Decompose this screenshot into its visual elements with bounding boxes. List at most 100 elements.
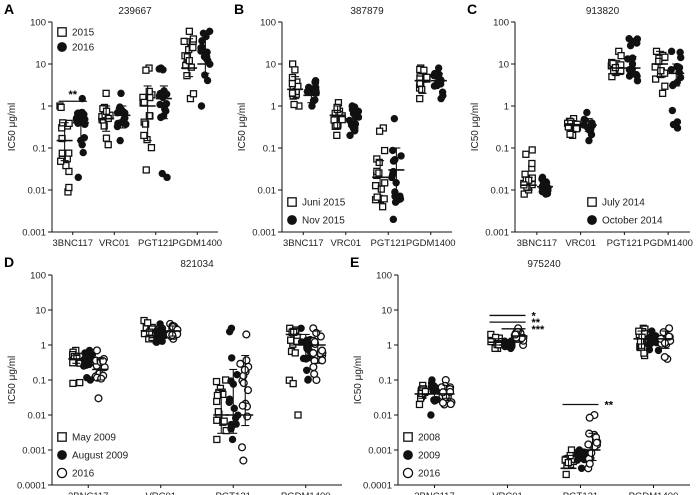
- data-point: [288, 73, 297, 82]
- data-point: [418, 85, 426, 94]
- data-point: [654, 346, 663, 355]
- data-point: [380, 146, 389, 155]
- data-point: [147, 143, 156, 152]
- legend: July 2014 October 2014: [587, 197, 663, 227]
- data-point: [143, 319, 152, 327]
- legend-label: 2009: [418, 451, 441, 462]
- data-point: [661, 53, 669, 61]
- category-label: PGDM1400: [406, 238, 456, 249]
- data-point: [57, 157, 65, 165]
- chart-panel-c: C 913820 0.001 0.01 0.1 1 10 100 IC50 μg/ml 3BNC1…: [467, 1, 693, 249]
- data-point: [213, 416, 221, 424]
- legend-marker: [403, 450, 413, 460]
- legend-marker: [587, 197, 597, 207]
- y-tick-label: 10: [35, 59, 46, 70]
- data-point: [94, 394, 103, 403]
- legend: 2008 2009 2016: [402, 432, 441, 480]
- data-point: [396, 192, 404, 200]
- data-point: [566, 130, 574, 138]
- data-point: [236, 359, 245, 368]
- data-point: [214, 408, 222, 416]
- legend-marker: [287, 215, 297, 225]
- data-point: [375, 127, 384, 135]
- y-tick-label: 10: [381, 305, 392, 316]
- data-point: [141, 120, 150, 128]
- legend-marker: [403, 432, 413, 442]
- legend-label: August 2009: [72, 451, 129, 462]
- data-point: [243, 386, 253, 395]
- panel-label: D: [4, 254, 14, 270]
- legend-marker: [57, 42, 67, 52]
- data-point: [585, 413, 594, 422]
- legend-label: Juni 2015: [302, 198, 346, 209]
- legend-marker: [57, 27, 67, 37]
- data-point: [92, 346, 102, 355]
- y-axis-label: IC50 μg/ml: [7, 103, 18, 152]
- y-tick-label: 0.1: [33, 375, 46, 386]
- data-point: [213, 391, 222, 400]
- data-point: [318, 356, 327, 365]
- data-point: [225, 327, 234, 336]
- data-point: [242, 356, 251, 365]
- data-point: [378, 203, 387, 211]
- data-point: [311, 78, 319, 86]
- data-point: [104, 141, 112, 149]
- data-point: [102, 134, 111, 142]
- panel-title: 975240: [527, 259, 561, 270]
- data-point: [69, 379, 77, 388]
- category-label: PGT121: [138, 238, 173, 249]
- y-tick-label: 100: [30, 270, 46, 281]
- data-point: [626, 41, 635, 50]
- category-label: PGT121: [607, 238, 642, 249]
- panel-label: C: [467, 1, 477, 17]
- data-point: [213, 435, 221, 444]
- data-point: [375, 169, 383, 177]
- data-point: [163, 173, 171, 182]
- data-point: [79, 148, 87, 157]
- data-point: [617, 52, 625, 60]
- data-point: [189, 43, 197, 52]
- legend-label: July 2014: [602, 198, 645, 209]
- data-point: [297, 324, 305, 333]
- data-point: [145, 87, 153, 96]
- data-point: [381, 179, 389, 187]
- data-point: [522, 150, 530, 158]
- data-point: [239, 379, 248, 388]
- data-point: [157, 113, 165, 122]
- legend-label: 2008: [418, 433, 441, 444]
- y-tick-label: 0.001: [22, 445, 46, 456]
- data-point: [585, 459, 594, 468]
- legend-label: Nov 2015: [302, 216, 345, 227]
- category-label: VRC01: [492, 491, 523, 495]
- data-point: [657, 67, 665, 75]
- category-label: PGDM1400: [629, 491, 679, 495]
- data-point: [303, 345, 311, 353]
- category-label: 3BNC117: [283, 238, 324, 249]
- data-point: [625, 72, 634, 80]
- legend: 2015 2016: [57, 27, 95, 54]
- data-point: [290, 100, 298, 109]
- legend: May 2009 August 2009 2016: [56, 432, 129, 480]
- data-point: [183, 72, 191, 80]
- y-tick-label: 100: [260, 17, 276, 28]
- category-label: 3BNC117: [414, 491, 455, 495]
- y-tick-label: 0.0001: [363, 480, 392, 491]
- data-point: [583, 108, 591, 117]
- y-tick-label: 100: [493, 17, 509, 28]
- y-tick-label: 0.001: [485, 227, 509, 238]
- data-point: [288, 79, 297, 88]
- y-tick-label: 100: [30, 17, 46, 28]
- data-point: [303, 87, 312, 96]
- y-tick-label: 1: [504, 101, 509, 112]
- data-point: [116, 136, 124, 145]
- legend-marker: [57, 432, 67, 442]
- y-tick-label: 0.1: [33, 143, 46, 154]
- legend-label: October 2014: [602, 216, 663, 227]
- data-point: [100, 122, 108, 130]
- significance-label: **: [68, 89, 77, 101]
- panel-title: 821034: [180, 259, 214, 270]
- data-point: [592, 438, 601, 447]
- y-tick-label: 10: [265, 59, 276, 70]
- category-label: VRC01: [330, 238, 361, 249]
- legend-label: May 2009: [72, 433, 116, 444]
